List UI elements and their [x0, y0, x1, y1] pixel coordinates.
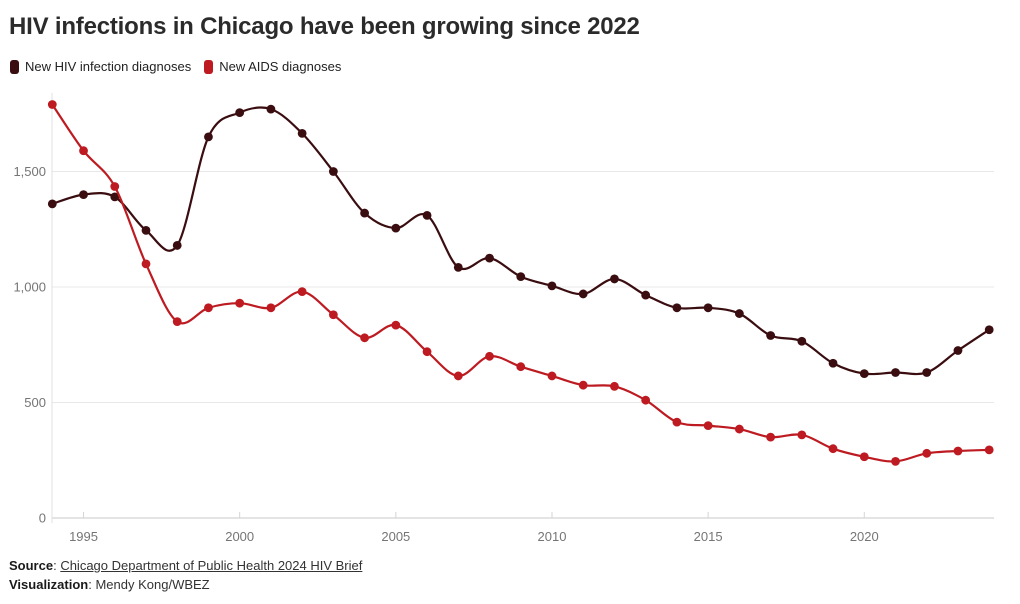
y-axis-label-0: 0 [39, 511, 46, 526]
hiv-data-point-2014[interactable] [672, 303, 682, 313]
aids-data-point-2006[interactable] [422, 347, 432, 357]
aids-data-point-2008[interactable] [485, 351, 494, 361]
aids-data-point-1997[interactable] [141, 259, 151, 269]
hiv-data-point-2021[interactable] [891, 368, 900, 377]
aids-data-point-2002[interactable] [297, 287, 307, 297]
hiv-data-point-1997[interactable] [141, 226, 151, 235]
y-axis-label-1500: 1,500 [13, 164, 46, 179]
hiv-data-point-2002[interactable] [297, 128, 307, 138]
x-axis-label-2010: 2010 [538, 529, 567, 544]
hiv-line [51, 106, 991, 376]
hiv-data-point-2016[interactable] [734, 309, 744, 318]
hiv-data-point-2024[interactable] [984, 325, 994, 335]
chart-footer: Source: Chicago Department of Public Hea… [9, 556, 362, 594]
aids-line [51, 103, 991, 463]
aids-data-point-2003[interactable] [328, 310, 338, 320]
hiv-data-point-2023[interactable] [953, 346, 963, 355]
hiv-data-point-2012[interactable] [610, 274, 619, 284]
x-axis-label-2020: 2020 [850, 529, 879, 544]
visualization-separator: : [88, 577, 96, 592]
aids-data-point-2007[interactable] [453, 371, 463, 381]
source-line: Source: Chicago Department of Public Hea… [9, 556, 362, 575]
hiv-data-point-2005[interactable] [391, 223, 401, 233]
hiv-data-point-2009[interactable] [516, 272, 526, 282]
legend-item-hiv: New HIV infection diagnoses [10, 59, 191, 74]
hiv-data-point-2006[interactable] [422, 210, 432, 220]
source-label: Source [9, 558, 54, 573]
x-axis-label-2005: 2005 [381, 529, 410, 544]
hiv-data-point-2004[interactable] [360, 208, 369, 218]
aids-data-point-2021[interactable] [891, 457, 900, 466]
aids-series-swatch [204, 59, 214, 74]
aids-data-point-2014[interactable] [672, 417, 682, 427]
hiv-data-point-2017[interactable] [766, 331, 775, 340]
aids-data-point-2011[interactable] [578, 380, 588, 390]
legend: New HIV infection diagnoses New AIDS dia… [10, 59, 341, 74]
y-axis-label-500: 500 [24, 395, 46, 410]
visualization-label: Visualization [9, 577, 89, 592]
page-title: HIV infections in Chicago have been grow… [9, 13, 640, 40]
aids-data-point-2019[interactable] [828, 444, 838, 454]
aids-data-point-2016[interactable] [734, 424, 744, 434]
hiv-data-point-2022[interactable] [922, 368, 932, 377]
hiv-data-point-2008[interactable] [485, 253, 494, 263]
aids-data-point-2015[interactable] [703, 421, 713, 430]
hiv-data-point-2015[interactable] [703, 303, 713, 313]
hiv-data-point-2001[interactable] [266, 104, 276, 114]
hiv-data-point-1998[interactable] [172, 241, 182, 250]
aids-data-point-2005[interactable] [391, 320, 401, 330]
legend-label-aids: New AIDS diagnoses [219, 59, 342, 74]
aids-data-point-1999[interactable] [204, 303, 213, 313]
chart-svg: 0 500 1,000 1,500 1995 2000 2005 2010 2015 2020 [13, 92, 994, 544]
aids-data-point-2024[interactable] [984, 445, 994, 455]
hiv-data-point-2019[interactable] [828, 358, 838, 368]
aids-data-point-1995[interactable] [79, 146, 88, 156]
hiv-data-point-1995[interactable] [79, 190, 88, 199]
hiv-data-point-2000[interactable] [235, 108, 245, 117]
hiv-data-point-1996[interactable] [110, 192, 120, 202]
aids-data-point-2004[interactable] [360, 333, 369, 343]
aids-data-point-2022[interactable] [922, 448, 932, 458]
visualization-line: Visualization: Mendy Kong/WBEZ [9, 575, 362, 594]
hiv-data-point-2018[interactable] [797, 336, 807, 346]
aids-data-point-2013[interactable] [641, 395, 651, 405]
y-axis-label-1000: 1,000 [13, 280, 46, 295]
hiv-data-point-2010[interactable] [547, 281, 557, 291]
hiv-series-swatch [10, 59, 19, 74]
x-axis-label-2015: 2015 [694, 529, 723, 544]
source-link[interactable]: Chicago Department of Public Health 2024… [60, 558, 363, 573]
aids-data-point-1994[interactable] [47, 100, 57, 109]
hiv-data-point-2020[interactable] [859, 369, 869, 379]
aids-data-point-2001[interactable] [266, 303, 276, 313]
source-separator: : [53, 558, 61, 573]
line-chart: 0 500 1,000 1,500 1995 2000 2005 2010 2015 2020 [0, 85, 1020, 550]
x-axis-label-1995: 1995 [69, 529, 98, 544]
x-axis-label-2000: 2000 [225, 529, 254, 544]
aids-data-point-2020[interactable] [859, 452, 869, 462]
hiv-data-point-2007[interactable] [453, 262, 463, 272]
hiv-data-point-1999[interactable] [204, 132, 213, 142]
legend-label-hiv: New HIV infection diagnoses [25, 59, 192, 74]
legend-item-aids: New AIDS diagnoses [204, 59, 341, 74]
hiv-data-point-2013[interactable] [641, 290, 651, 300]
aids-data-point-2017[interactable] [766, 432, 775, 442]
hiv-data-point-2011[interactable] [578, 289, 588, 299]
aids-data-point-2012[interactable] [610, 381, 619, 391]
aids-data-point-2018[interactable] [797, 430, 807, 440]
aids-data-point-2009[interactable] [516, 362, 526, 372]
aids-data-point-2023[interactable] [953, 446, 963, 456]
aids-data-point-2010[interactable] [547, 371, 557, 381]
aids-data-point-1996[interactable] [110, 182, 120, 191]
hiv-data-point-2003[interactable] [328, 167, 338, 176]
visualization-value: Mendy Kong/WBEZ [95, 577, 210, 592]
aids-data-point-1998[interactable] [172, 317, 182, 327]
hiv-data-point-1994[interactable] [47, 199, 57, 209]
aids-data-point-2000[interactable] [235, 298, 245, 308]
